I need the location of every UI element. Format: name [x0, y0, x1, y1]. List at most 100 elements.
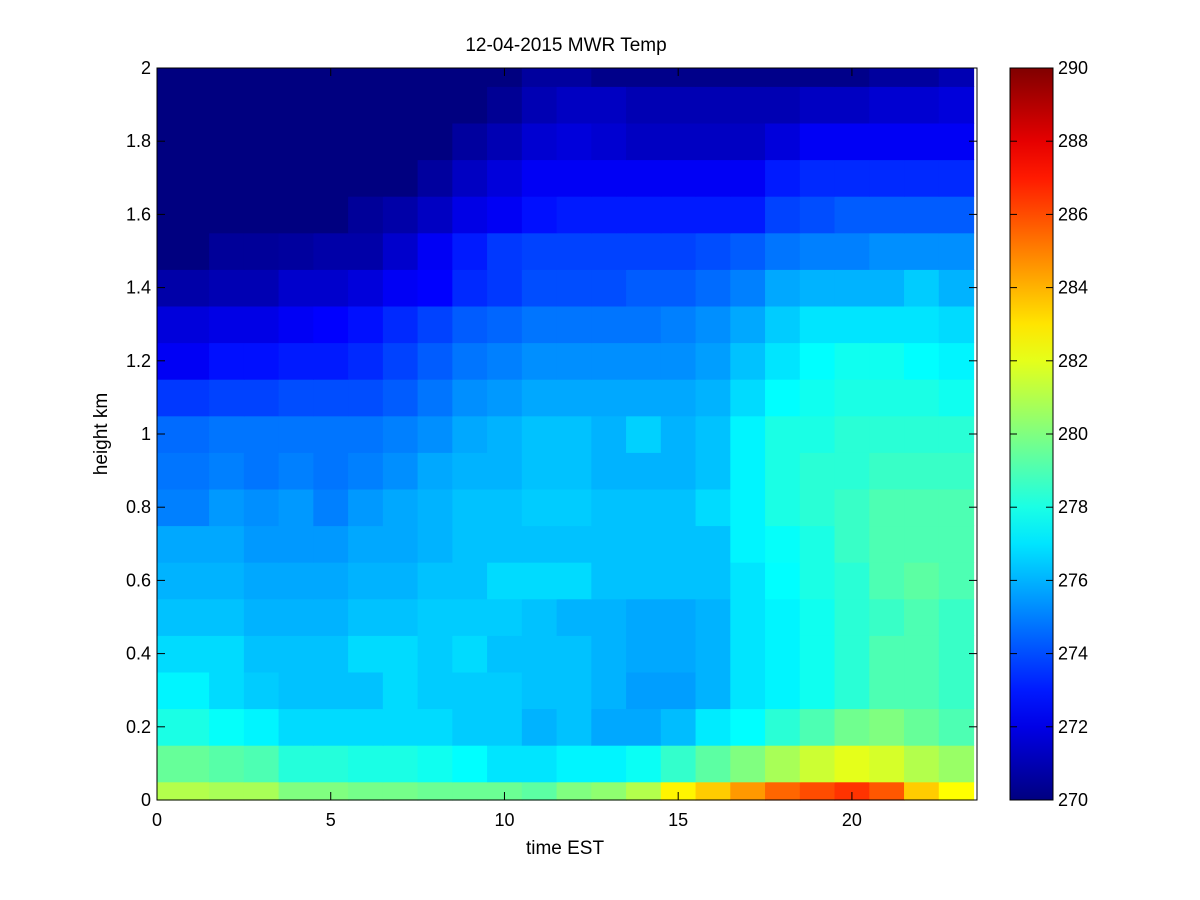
heatmap-cell [157, 196, 210, 234]
heatmap-cell [417, 745, 453, 783]
heatmap-cell [765, 159, 801, 197]
heatmap-cell [382, 745, 419, 783]
heatmap-cell [278, 452, 314, 490]
heatmap-cell [938, 269, 975, 307]
heatmap-cell [904, 415, 940, 453]
heatmap-cell [556, 488, 592, 527]
heatmap-cell [382, 708, 419, 746]
heatmap-cell [765, 415, 801, 453]
heatmap-cell [626, 488, 662, 527]
heatmap-cell [452, 745, 488, 783]
heatmap-cell [348, 781, 384, 801]
heatmap-cell [243, 452, 280, 490]
heatmap-cell [313, 305, 349, 344]
heatmap-cell [626, 68, 662, 87]
heatmap-cell [834, 635, 870, 673]
heatmap-cell [278, 196, 314, 234]
heatmap-cell [382, 781, 419, 801]
heatmap-cell [660, 745, 697, 783]
heatmap-cell [452, 86, 488, 124]
heatmap-cell [243, 232, 280, 270]
heatmap-cell [730, 269, 766, 307]
heatmap-cell [695, 562, 731, 600]
heatmap-cell [313, 196, 349, 234]
heatmap-cell [157, 232, 210, 270]
heatmap-cell [348, 452, 384, 490]
heatmap-cell [243, 379, 280, 417]
x-tick-label: 0 [152, 810, 162, 830]
heatmap-cell [765, 342, 801, 380]
heatmap-cell [417, 635, 453, 673]
heatmap-cell [382, 68, 419, 87]
heatmap-cell [278, 598, 314, 636]
heatmap-cell [869, 159, 905, 197]
heatmap-cell [417, 671, 453, 710]
heatmap-cell [382, 488, 419, 527]
heatmap-cell [834, 122, 870, 161]
heatmap-cell [695, 488, 731, 527]
heatmap-cell [313, 68, 349, 87]
heatmap-cell [591, 379, 627, 417]
heatmap-cell [626, 86, 662, 124]
heatmap-cell [869, 305, 905, 344]
colorbar-tick-label: 274 [1058, 644, 1088, 664]
heatmap-cell [209, 671, 245, 710]
colorbar-tick-label: 280 [1058, 424, 1088, 444]
heatmap-cell [521, 379, 558, 417]
heatmap-cell [626, 232, 662, 270]
heatmap-cell [209, 635, 245, 673]
heatmap-cell [869, 671, 905, 710]
heatmap-cell [313, 269, 349, 307]
heatmap-cell [904, 196, 940, 234]
heatmap-cell [382, 525, 419, 563]
heatmap-cell [834, 232, 870, 270]
heatmap-cell [799, 452, 836, 490]
heatmap-cell [452, 635, 488, 673]
heatmap-cell [417, 305, 453, 344]
heatmap-cell [313, 635, 349, 673]
heatmap-cell [556, 671, 592, 710]
heatmap-cell [765, 68, 801, 87]
heatmap-cell [209, 488, 245, 527]
heatmap-cell [417, 598, 453, 636]
heatmap-cell [243, 305, 280, 344]
colorbar [1009, 67, 1054, 801]
heatmap-cell [626, 452, 662, 490]
heatmap-cell [938, 122, 975, 161]
heatmap-cell [452, 415, 488, 453]
heatmap-cell [417, 415, 453, 453]
colorbar-ticks: 270 272 274 276 278 280 282 284 286 288 290 [1010, 58, 1088, 810]
heatmap-cell [209, 781, 245, 801]
heatmap-cell [660, 452, 697, 490]
colorbar-tick-label: 282 [1058, 351, 1088, 371]
heatmap-cell [938, 68, 975, 87]
heatmap-cell [157, 86, 210, 124]
heatmap-cell [834, 86, 870, 124]
heatmap-cell [209, 232, 245, 270]
heatmap-cell [730, 196, 766, 234]
heatmap-cell [904, 342, 940, 380]
heatmap-cell [730, 708, 766, 746]
heatmap-cell [278, 305, 314, 344]
heatmap-cell [730, 745, 766, 783]
heatmap-cell [834, 781, 870, 801]
heatmap-cell [626, 415, 662, 453]
heatmap-cell [695, 415, 731, 453]
heatmap-cell [243, 525, 280, 563]
heatmap-cell [695, 781, 731, 801]
heatmap-cell [765, 671, 801, 710]
heatmap-cell [157, 598, 210, 636]
heatmap-cell [348, 525, 384, 563]
heatmap-cell [869, 415, 905, 453]
heatmap-cell [904, 745, 940, 783]
heatmap-cell [417, 232, 453, 270]
colorbar-tick-label: 286 [1058, 204, 1088, 224]
heatmap-cell [591, 196, 627, 234]
heatmap-cell [278, 525, 314, 563]
heatmap-cell [695, 452, 731, 490]
heatmap-cell [521, 68, 558, 87]
colorbar-tick-label: 270 [1058, 790, 1088, 810]
heatmap-cell [556, 452, 592, 490]
heatmap-cell [209, 269, 245, 307]
y-tick-label: 1.8 [126, 131, 151, 151]
